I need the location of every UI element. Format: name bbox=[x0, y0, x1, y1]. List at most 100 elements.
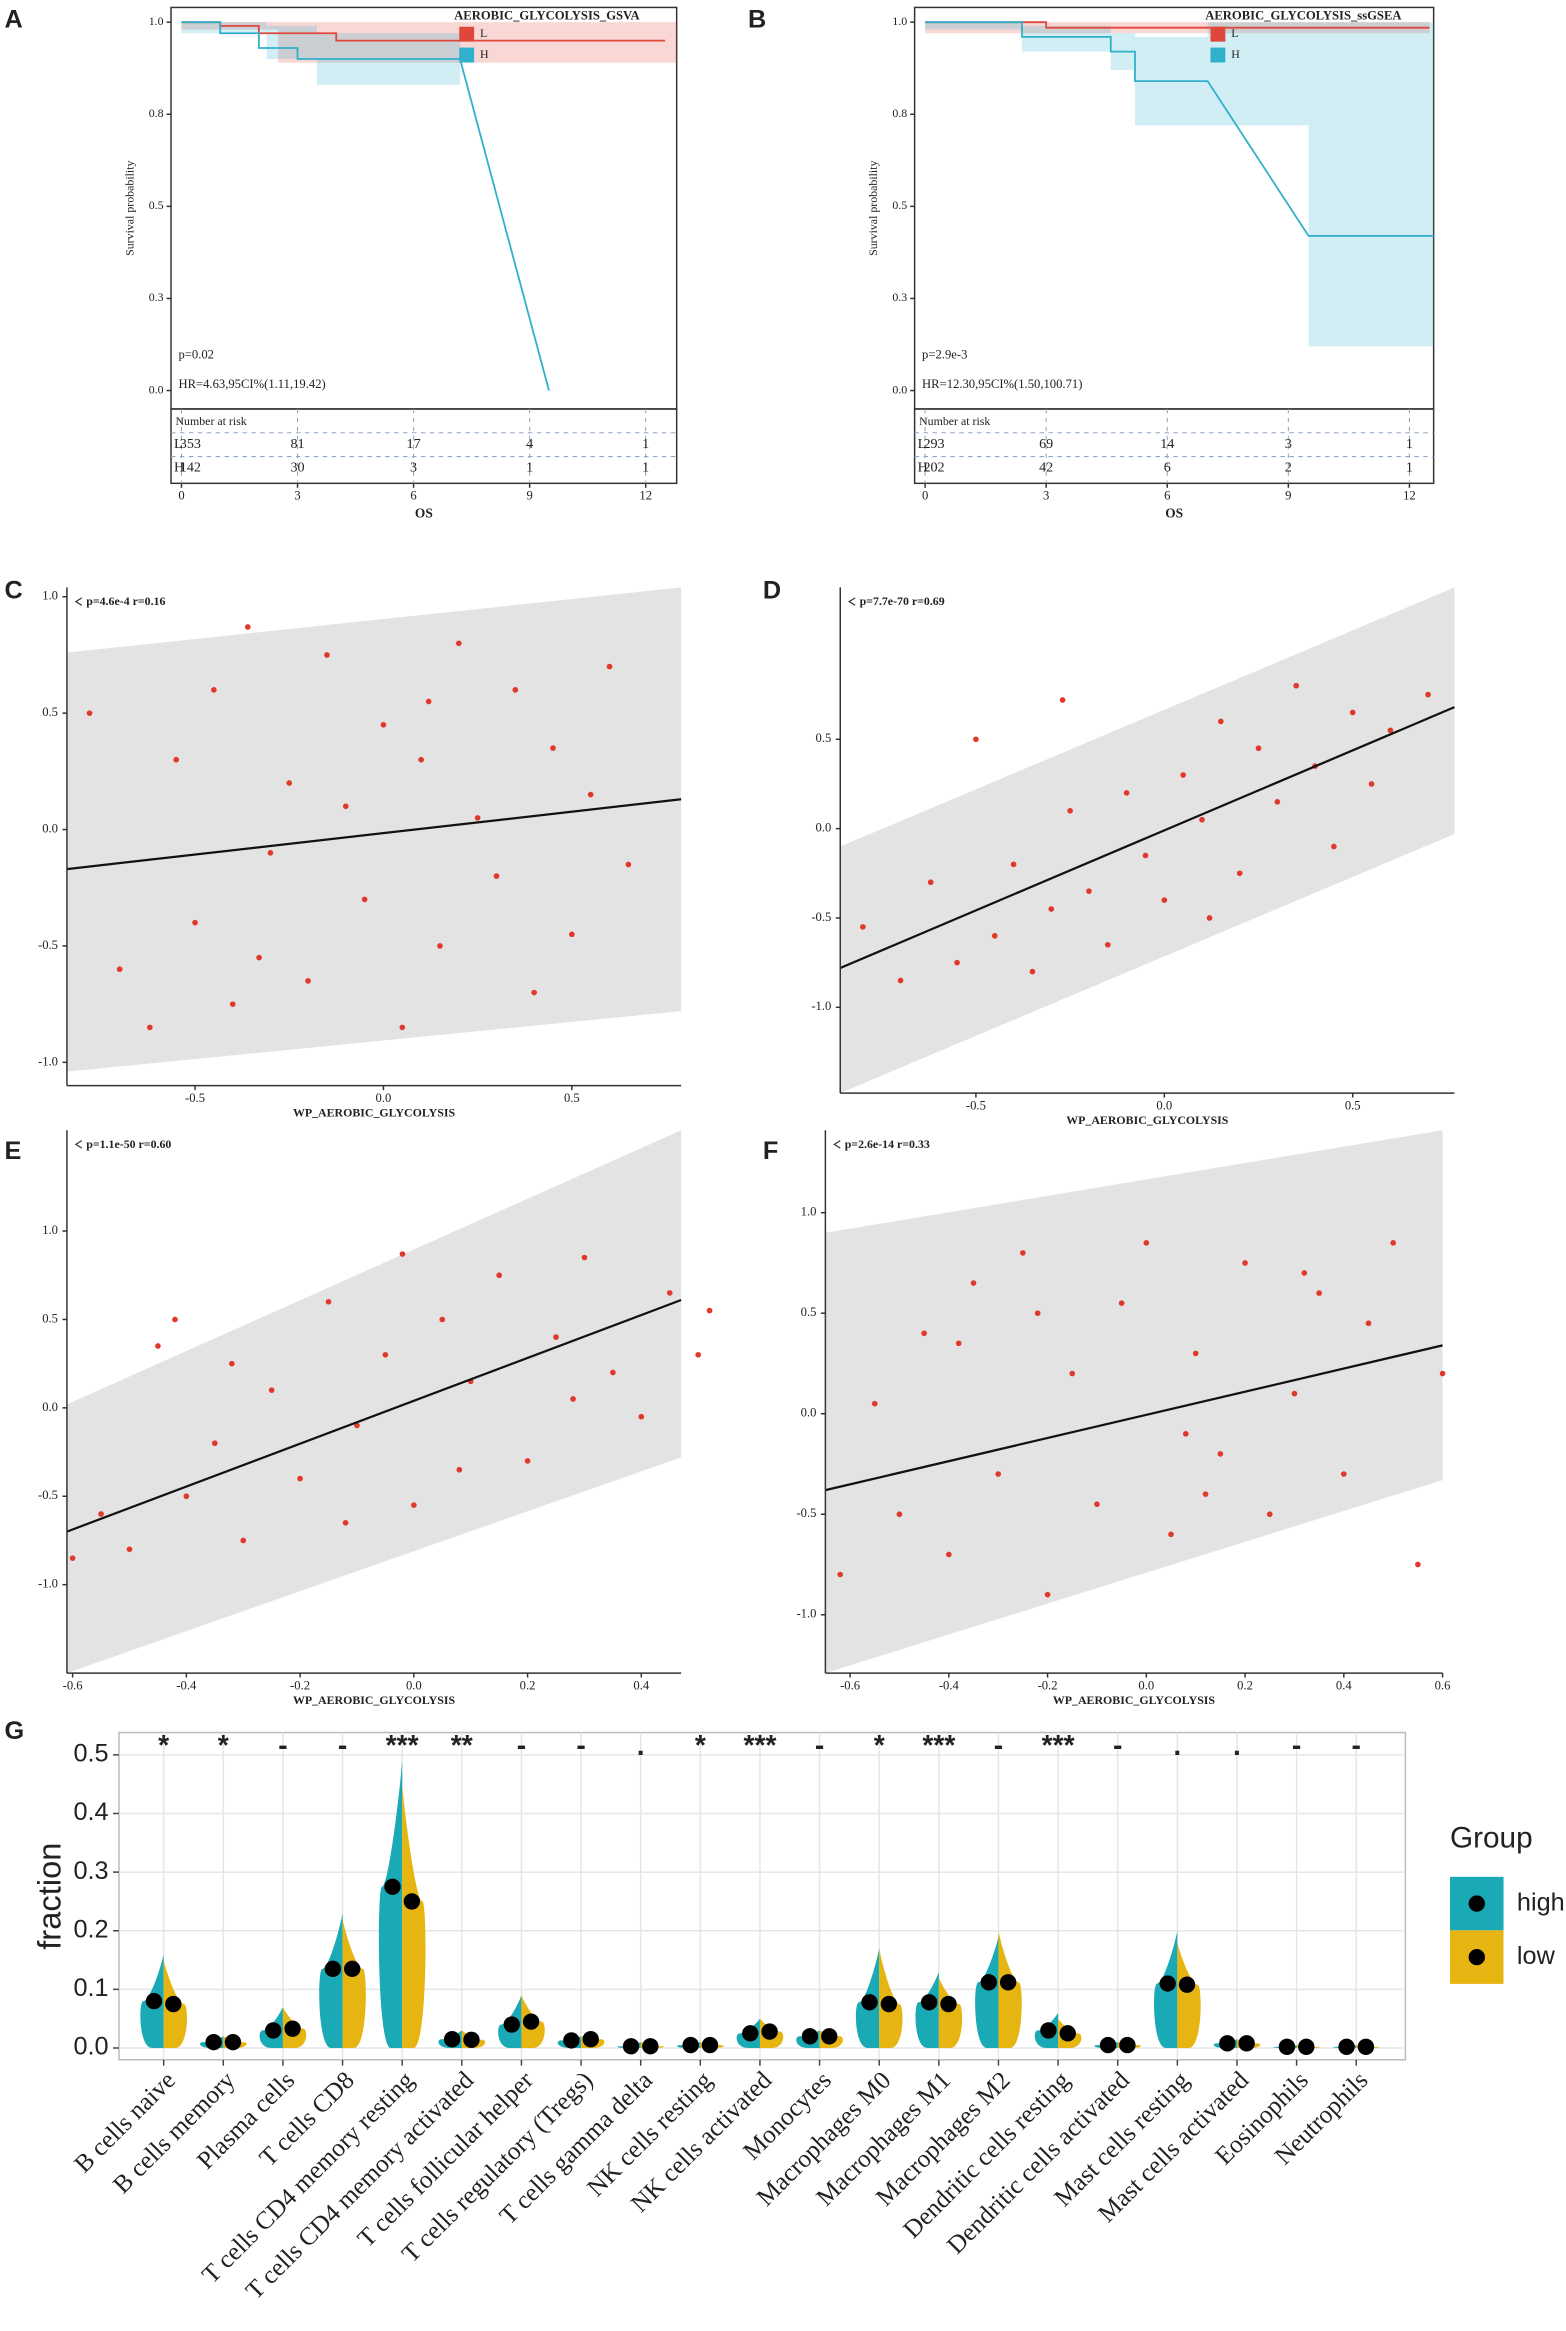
data-point bbox=[1316, 1290, 1322, 1296]
mean-dot bbox=[1099, 2036, 1117, 2054]
data-point bbox=[995, 1471, 1002, 1477]
mean-dot bbox=[403, 1893, 421, 1910]
data-point bbox=[970, 1280, 977, 1286]
data-point bbox=[297, 1475, 303, 1482]
panel-label: C bbox=[4, 577, 22, 605]
risk-count: 30 bbox=[290, 460, 304, 476]
data-point bbox=[211, 687, 217, 693]
mean-dot bbox=[145, 1992, 163, 2010]
data-point bbox=[1340, 1471, 1347, 1477]
violin bbox=[1177, 1942, 1201, 2049]
significance: - bbox=[1113, 1729, 1122, 1761]
data-point bbox=[1439, 1370, 1446, 1377]
risk-count: 1 bbox=[1406, 436, 1413, 452]
data-point bbox=[871, 1400, 878, 1407]
legend-label: L bbox=[1231, 26, 1238, 40]
data-point bbox=[625, 861, 632, 868]
x-tick-label: 9 bbox=[1285, 489, 1291, 503]
significance: - bbox=[517, 1729, 526, 1761]
data-point bbox=[954, 959, 960, 966]
data-point bbox=[1034, 1310, 1041, 1317]
data-point bbox=[173, 756, 180, 763]
survival-curve bbox=[181, 21, 550, 391]
x-tick-label: 12 bbox=[1403, 489, 1416, 503]
y-tick-label: 0.4 bbox=[73, 1798, 108, 1826]
legend-key bbox=[459, 47, 475, 63]
data-point bbox=[1118, 1300, 1125, 1306]
y-tick-label: -1.0 bbox=[38, 1054, 58, 1068]
x-axis-label: WP_AEROBIC_GLYCOLYSIS bbox=[293, 1693, 456, 1707]
confidence-band bbox=[66, 1130, 682, 1674]
significance: - bbox=[994, 1729, 1003, 1761]
data-point bbox=[1143, 1240, 1150, 1246]
significance: - bbox=[815, 1729, 824, 1761]
mean-dot bbox=[999, 1974, 1017, 1991]
risk-count: 353 bbox=[180, 436, 201, 452]
data-point bbox=[455, 640, 462, 647]
significance: . bbox=[1233, 1729, 1241, 1761]
data-point bbox=[437, 943, 443, 949]
x-tick-label: -0.2 bbox=[1038, 1678, 1058, 1692]
panel-label: G bbox=[4, 1717, 24, 1745]
violin bbox=[342, 1919, 366, 2049]
mean-dot bbox=[224, 2033, 242, 2051]
significance: ** bbox=[451, 1729, 473, 1761]
data-point bbox=[183, 1493, 190, 1500]
significance: *** bbox=[922, 1729, 955, 1761]
data-point bbox=[1349, 709, 1356, 716]
y-tick-label: -0.5 bbox=[38, 1488, 58, 1502]
data-point bbox=[706, 1307, 713, 1314]
risk-count: 6 bbox=[1164, 460, 1171, 476]
mean-dot bbox=[1298, 2038, 1315, 2056]
y-tick-label: 1.0 bbox=[801, 1205, 817, 1219]
y-axis-label: fraction bbox=[31, 1843, 68, 1950]
risk-count: 42 bbox=[1039, 460, 1053, 476]
x-tick-label: 0 bbox=[178, 489, 184, 503]
legend-key bbox=[1210, 47, 1226, 63]
y-tick-label: 0.5 bbox=[42, 1311, 58, 1325]
data-point bbox=[354, 1422, 360, 1429]
data-point bbox=[342, 1519, 349, 1526]
mean-dot bbox=[622, 2038, 640, 2055]
data-point bbox=[286, 780, 293, 786]
data-point bbox=[474, 815, 481, 821]
x-tick-label: 0.5 bbox=[1345, 1098, 1361, 1112]
data-point bbox=[1415, 1561, 1421, 1568]
data-point bbox=[155, 1343, 161, 1349]
x-tick-label: 0.0 bbox=[1138, 1678, 1154, 1692]
mean-dot bbox=[324, 1960, 342, 1978]
x-tick-label: 3 bbox=[294, 489, 300, 503]
y-tick-label: -1.0 bbox=[38, 1577, 58, 1591]
data-point bbox=[493, 873, 500, 879]
x-tick-label: -0.4 bbox=[939, 1678, 960, 1692]
y-tick-label: 0.1 bbox=[73, 1974, 108, 2002]
mean-dot bbox=[801, 2028, 819, 2045]
significance: - bbox=[576, 1729, 585, 1761]
y-tick-label: 1.0 bbox=[892, 14, 907, 28]
data-point bbox=[860, 924, 866, 930]
data-point bbox=[342, 803, 349, 810]
data-point bbox=[305, 978, 311, 984]
data-point bbox=[553, 1334, 559, 1340]
data-point bbox=[512, 687, 519, 693]
x-tick-label: 0.0 bbox=[1156, 1098, 1172, 1112]
data-point bbox=[324, 652, 330, 658]
data-point bbox=[1180, 772, 1186, 778]
data-point bbox=[991, 933, 998, 939]
significance: * bbox=[695, 1729, 706, 1761]
data-point bbox=[837, 1571, 844, 1578]
data-point bbox=[1094, 1501, 1100, 1508]
data-point bbox=[1206, 915, 1213, 921]
y-tick-label: 0.5 bbox=[73, 1740, 108, 1768]
significance: *** bbox=[1042, 1729, 1075, 1761]
risk-count: 1 bbox=[642, 436, 649, 452]
confidence-band bbox=[1308, 22, 1434, 347]
data-point bbox=[1123, 790, 1130, 796]
risk-count: 3 bbox=[1285, 436, 1292, 452]
data-point bbox=[1044, 1591, 1051, 1598]
risk-row-label: L bbox=[174, 436, 183, 452]
data-point bbox=[695, 1351, 702, 1358]
legend-glyph bbox=[833, 1140, 841, 1149]
risk-count: 81 bbox=[290, 436, 304, 452]
